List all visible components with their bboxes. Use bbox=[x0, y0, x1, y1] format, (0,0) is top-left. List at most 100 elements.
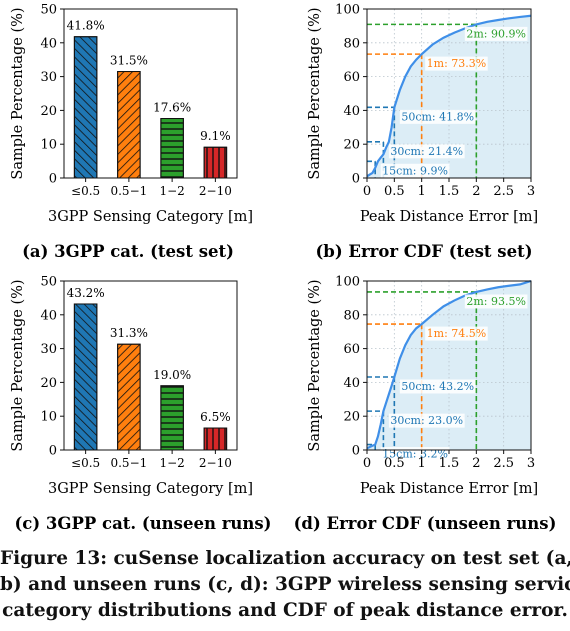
y-tick-label: 30 bbox=[40, 342, 57, 357]
bar-data-label: 6.5% bbox=[200, 410, 231, 424]
marker-label-bg bbox=[425, 326, 488, 341]
panel-c-bar-chart: 0 10 20 30 40 50 43.2% ≤0.5 31.3% 0.5−1 19.0% 1−2 6.… bbox=[10, 275, 253, 498]
y-tick-label: 80 bbox=[343, 36, 360, 51]
bar-hatch bbox=[73, 303, 98, 451]
x-tick-label: 0.5 bbox=[384, 184, 405, 199]
y-tick-label: 0 bbox=[49, 172, 57, 187]
marker-label-bg bbox=[388, 144, 465, 159]
x-axis-label: Peak Distance Error [m] bbox=[360, 209, 538, 225]
y-tick-label: 40 bbox=[40, 36, 57, 51]
marker-label: 15cm: 3.2% bbox=[382, 448, 448, 461]
bar-data-label: 17.6% bbox=[153, 101, 191, 115]
x-axis-label: 3GPP Sensing Category [m] bbox=[48, 209, 253, 225]
y-tick-label: 0 bbox=[352, 172, 360, 187]
x-tick-label: 1−2 bbox=[159, 456, 184, 470]
bar-hatch bbox=[203, 427, 228, 451]
y-axis-label: Sample Percentage (%) bbox=[10, 7, 26, 179]
x-tick-label: 1 bbox=[418, 184, 426, 199]
y-tick-label: 10 bbox=[40, 410, 57, 425]
y-axis-label: Sample Percentage (%) bbox=[307, 7, 323, 179]
x-tick-label: 2 bbox=[472, 184, 480, 199]
marker-label-bg bbox=[388, 413, 465, 428]
x-tick-label: 2.5 bbox=[493, 456, 514, 471]
marker-label: 30cm: 21.4% bbox=[390, 145, 463, 158]
x-tick-label: 2−10 bbox=[199, 456, 232, 470]
panel-d-caption: (d) Error CDF (unseen runs) bbox=[294, 514, 557, 533]
bar-hatch bbox=[117, 71, 141, 179]
plot-frame bbox=[63, 280, 238, 451]
y-tick-label: 50 bbox=[40, 275, 57, 290]
marker-label: 2m: 93.5% bbox=[466, 295, 526, 308]
x-tick-label: 0.5−1 bbox=[110, 456, 147, 470]
y-axis-label: Sample Percentage (%) bbox=[307, 279, 323, 451]
y-tick-label: 10 bbox=[40, 138, 57, 153]
y-tick-label: 20 bbox=[343, 138, 360, 153]
bar-data-label: 41.8% bbox=[67, 19, 105, 33]
marker-label: 15cm: 9.9% bbox=[382, 164, 448, 177]
marker-label: 1m: 74.5% bbox=[427, 327, 487, 340]
bar-hatch bbox=[203, 146, 228, 179]
x-tick-label: 2 bbox=[472, 456, 480, 471]
panel-b-caption: (b) Error CDF (test set) bbox=[316, 242, 533, 261]
x-axis-label: 3GPP Sensing Category [m] bbox=[48, 481, 253, 497]
y-tick-label: 60 bbox=[343, 342, 360, 357]
x-tick-label: 3 bbox=[527, 184, 535, 199]
x-axis-label: Peak Distance Error [m] bbox=[360, 481, 538, 497]
bar-data-label: 31.5% bbox=[110, 54, 148, 68]
y-tick-label: 40 bbox=[343, 104, 360, 119]
x-tick-label: ≤0.5 bbox=[71, 184, 100, 198]
y-tick-label: 40 bbox=[40, 308, 57, 323]
bar-hatch bbox=[73, 36, 98, 179]
y-tick-label: 100 bbox=[335, 275, 360, 290]
y-tick-label: 0 bbox=[49, 444, 57, 459]
bar-hatch bbox=[117, 343, 141, 451]
panel-a-caption: (a) 3GPP cat. (test set) bbox=[22, 242, 234, 261]
y-tick-label: 100 bbox=[335, 3, 360, 18]
marker-label: 50cm: 41.8% bbox=[401, 110, 474, 123]
y-tick-label: 20 bbox=[40, 376, 57, 391]
x-tick-label: 0 bbox=[363, 456, 371, 471]
panel-c-caption: (c) 3GPP cat. (unseen runs) bbox=[15, 514, 272, 533]
bar-data-label: 9.1% bbox=[200, 129, 231, 143]
marker-label: 50cm: 43.2% bbox=[401, 380, 474, 393]
marker-label-bg bbox=[380, 447, 450, 462]
x-tick-label: 1.5 bbox=[439, 184, 460, 199]
x-tick-label: 0.5 bbox=[384, 456, 405, 471]
x-tick-label: 1−2 bbox=[159, 184, 184, 198]
panel-d-cdf-chart: 15cm: 3.2% 30cm: 23.0% 50cm: 43.2% 1m: 74.5… bbox=[307, 275, 538, 498]
y-tick-label: 0 bbox=[352, 444, 360, 459]
bar-data-label: 31.3% bbox=[110, 326, 148, 340]
bar-data-label: 43.2% bbox=[67, 286, 105, 300]
figure-caption-line-1: Figure 13: cuSense localization accuracy… bbox=[0, 548, 570, 569]
cdf-area-fill bbox=[367, 15, 531, 179]
figure-caption-line-3: category distributions and CDF of peak d… bbox=[2, 600, 568, 621]
y-tick-label: 50 bbox=[40, 3, 57, 18]
x-tick-label: 0.5−1 bbox=[110, 184, 147, 198]
cdf-line bbox=[366, 14, 532, 178]
x-tick-label: 1 bbox=[418, 456, 426, 471]
y-axis-label: Sample Percentage (%) bbox=[10, 279, 26, 451]
x-tick-label: 2−10 bbox=[199, 184, 232, 198]
panel-a-bar-chart: 0 10 20 30 40 50 41.8% ≤0.5 31.5% 0.5−1 17.6% 1−2 9.… bbox=[10, 3, 253, 226]
cdf-line bbox=[366, 279, 532, 450]
y-tick-label: 20 bbox=[343, 410, 360, 425]
marker-label: 30cm: 23.0% bbox=[390, 414, 463, 427]
bar-hatch bbox=[160, 385, 184, 451]
x-tick-label: ≤0.5 bbox=[71, 456, 100, 470]
marker-label-bg bbox=[464, 294, 528, 309]
marker-label: 1m: 73.3% bbox=[427, 57, 487, 70]
plot-frame bbox=[63, 8, 238, 179]
y-tick-label: 20 bbox=[40, 104, 57, 119]
figure-caption-line-2: b) and unseen runs (c, d): 3GPP wireless… bbox=[0, 574, 570, 595]
marker-label: 2m: 90.9% bbox=[466, 27, 526, 40]
marker-label-bg bbox=[425, 56, 488, 71]
x-tick-label: 3 bbox=[527, 456, 535, 471]
panel-b-cdf-chart: 15cm: 9.9% 30cm: 21.4% 50cm: 41.8% 1m: 73.3… bbox=[307, 3, 538, 226]
y-tick-label: 40 bbox=[343, 376, 360, 391]
bar-hatch bbox=[160, 118, 184, 179]
y-tick-label: 80 bbox=[343, 308, 360, 323]
marker-label-bg bbox=[399, 379, 476, 394]
y-tick-label: 30 bbox=[40, 70, 57, 85]
marker-label-bg bbox=[380, 163, 450, 178]
